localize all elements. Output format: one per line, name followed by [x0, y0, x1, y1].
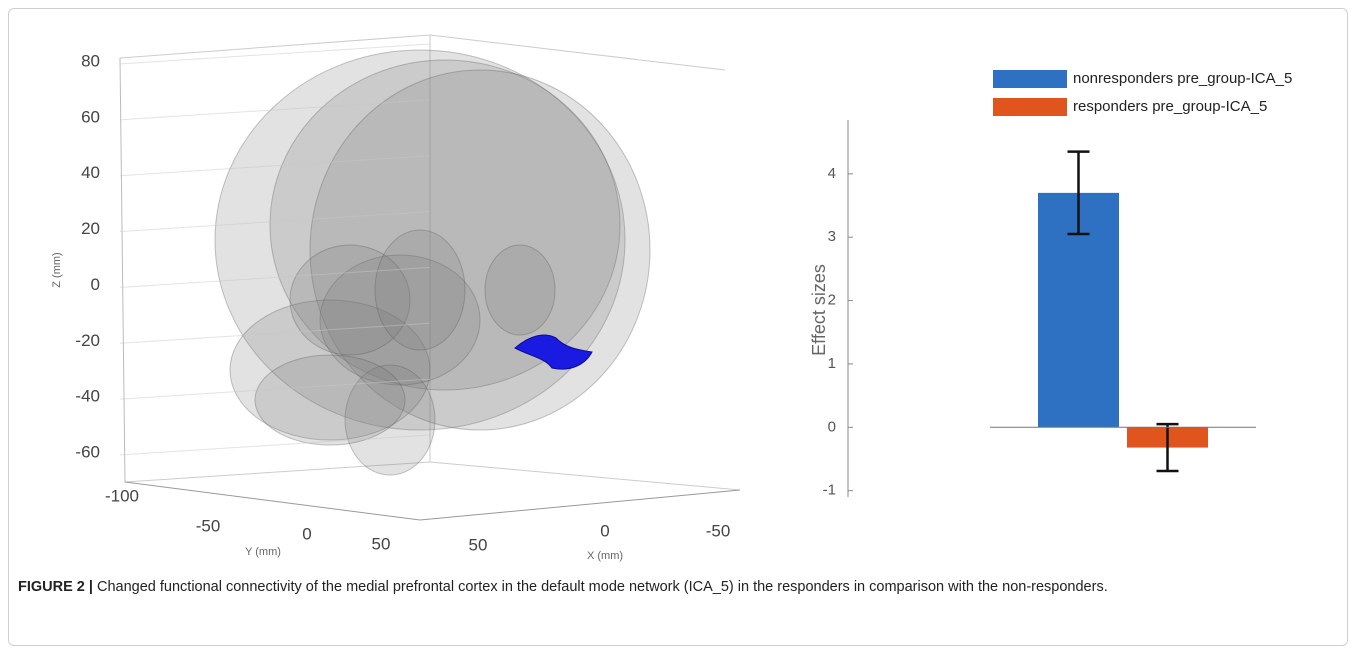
caption: FIGURE 2 | Changed functional connectivi…: [18, 576, 1338, 598]
y-axis-label: Y (mm): [245, 546, 281, 558]
x-tick-label: -50: [706, 521, 731, 540]
y-tick-label: 0: [302, 524, 311, 543]
z-tick-label: -60: [75, 442, 100, 461]
x-tick-label: 0: [600, 521, 609, 540]
legend-swatch: [993, 70, 1067, 88]
y-tick-label: -100: [105, 486, 139, 505]
z-tick-label: -40: [75, 387, 100, 406]
x-tick-label: 50: [469, 535, 488, 554]
y-tick-label: 50: [372, 534, 391, 553]
y-tick-label: 1: [828, 355, 836, 372]
z-tick-label: 80: [81, 51, 100, 70]
brain-render: [120, 35, 740, 520]
z-tick-label: -20: [75, 331, 100, 350]
legend-label: nonresponders pre_group-ICA_5: [1073, 70, 1292, 87]
legend-swatch: [993, 98, 1067, 116]
y-tick-label: 2: [828, 292, 836, 309]
z-tick-label: 20: [81, 219, 100, 238]
y-tick-label: -1: [823, 482, 836, 499]
legend-label: responders pre_group-ICA_5: [1073, 98, 1267, 115]
z-axis-label: Z (mm): [51, 252, 63, 287]
y-tick-label: 4: [828, 165, 836, 182]
caption-label: FIGURE 2 |: [18, 579, 93, 595]
y-tick-label: 3: [828, 228, 836, 245]
z-tick-label: 60: [81, 107, 100, 126]
z-tick-label: 0: [91, 275, 100, 294]
figure: Z (mm) Y (mm) X (mm) Effect sizes 806040…: [0, 0, 1357, 570]
y-tick-label: 0: [828, 418, 836, 435]
caption-text: Changed functional connectivity of the m…: [97, 579, 1108, 595]
page: {"brain_view": { "zlabel": "Z (mm)", "zt…: [0, 0, 1357, 656]
y-axis-label: Effect sizes: [809, 264, 829, 356]
x-axis-label: X (mm): [587, 550, 623, 562]
z-tick-label: 40: [81, 163, 100, 182]
y-tick-label: -50: [196, 516, 221, 535]
